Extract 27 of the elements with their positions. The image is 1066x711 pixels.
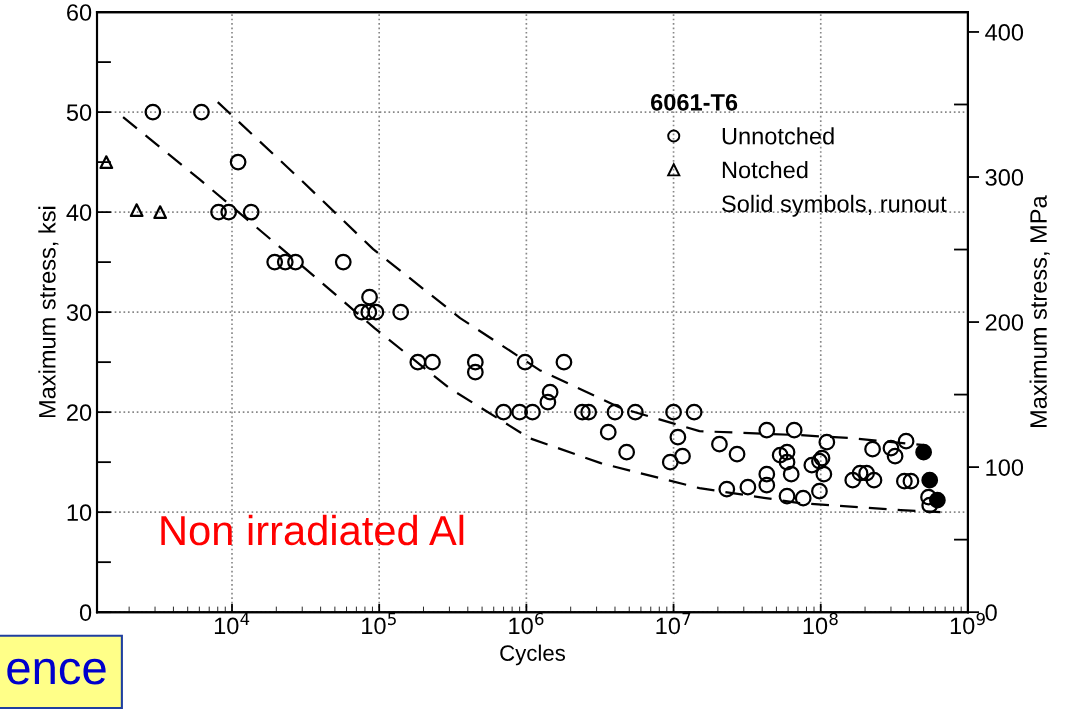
y-tick-label: 60	[67, 4, 92, 21]
y-tick-label: 20	[67, 404, 92, 421]
x-tick-label: 10$^{4}$	[214, 612, 250, 635]
x-tick-label: 10$^{8}$	[803, 612, 838, 635]
y-tick-label: 50	[66, 104, 92, 121]
text: ence	[7, 658, 106, 685]
y2-tick-label: 400	[985, 24, 1024, 41]
y-tick-label: 40	[66, 204, 92, 221]
x-tick-label: 10$^{7}$	[656, 612, 691, 635]
annotation: Solid symbols, runout	[722, 194, 947, 217]
x-tick-label: 10$^{5}$	[362, 612, 396, 635]
y2-tick-label: 100	[986, 459, 1024, 476]
y2-tick-label: 200	[985, 314, 1024, 331]
x-axis-title: Cycles	[500, 644, 565, 666]
legend-title: 6061-T6	[651, 93, 738, 111]
y2-axis-title: Maximum stress, MPa	[1029, 195, 1050, 427]
x-tick-label: 10$^{9}$	[950, 612, 985, 635]
legend-label: Unnotched	[722, 127, 834, 145]
y-tick-label: 10	[67, 504, 92, 521]
y-tick-label: 0	[79, 604, 92, 621]
y2-tick-label: 0	[985, 604, 997, 621]
y-tick-label: 30	[66, 304, 92, 321]
y2-tick-label: 300	[985, 169, 1024, 186]
annotation: Non irradiated Al	[161, 514, 464, 546]
legend-label: Notched	[722, 160, 808, 179]
x-tick-label: 10$^{6}$	[509, 612, 544, 635]
y-axis-title: Maximum stress, ksi	[38, 206, 59, 418]
